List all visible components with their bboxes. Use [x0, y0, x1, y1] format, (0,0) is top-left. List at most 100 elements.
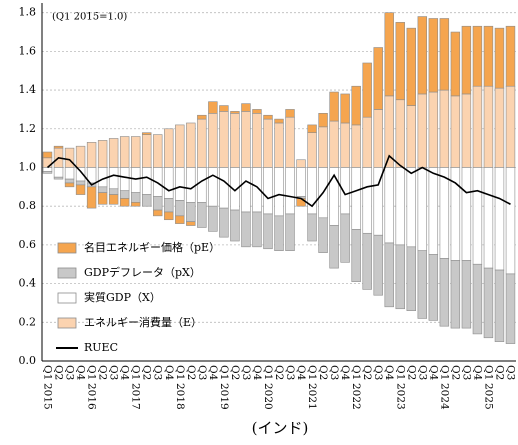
- bar-segment: [142, 134, 152, 168]
- y-tick-label: 1.6: [19, 44, 37, 57]
- legend-swatch: [57, 267, 77, 279]
- bar-segment: [130, 136, 141, 168]
- bar-segment: [230, 111, 240, 114]
- bar-segment: [384, 12, 394, 97]
- bar-segment: [318, 113, 328, 128]
- y-tick-label: 1.8: [19, 6, 37, 19]
- bar-segment: [119, 190, 130, 199]
- x-tick-label: Q3: [328, 365, 340, 380]
- bar-segment: [219, 207, 229, 238]
- bar-segment: [230, 113, 240, 168]
- bar-segment: [186, 122, 196, 168]
- bar-segment: [164, 211, 174, 221]
- bar-segment: [64, 167, 75, 180]
- x-tick-label: Q3: [64, 365, 76, 380]
- bar-segment: [53, 176, 64, 180]
- bar-segment: [285, 109, 295, 118]
- bar-segment: [42, 157, 53, 168]
- x-tick-label: Q1: [482, 365, 494, 380]
- bar-segment: [395, 22, 405, 101]
- bar-segment: [417, 16, 428, 95]
- bar-segment: [130, 167, 141, 193]
- bar-segment: [395, 167, 405, 246]
- bar-segment: [406, 246, 416, 311]
- legend-label: 名目エネルギー価格（pE）: [84, 240, 220, 254]
- bar-segment: [86, 186, 97, 209]
- x-year-label: 2015: [42, 383, 54, 410]
- bar-segment: [75, 184, 86, 195]
- bar-segment: [494, 27, 505, 89]
- bar-segment: [97, 140, 108, 168]
- x-year-label: 2023: [394, 383, 406, 410]
- bar-segment: [64, 182, 75, 188]
- bar-segment: [329, 91, 339, 122]
- x-tick-label: Q2: [493, 365, 505, 380]
- bar-segment: [108, 188, 119, 195]
- bar-segment: [296, 167, 306, 197]
- bar-segment: [53, 145, 64, 149]
- bar-segment: [417, 250, 428, 319]
- x-tick-label: Q2: [317, 365, 329, 380]
- y-tick-label: 0.4: [19, 277, 37, 290]
- bar-segment: [307, 213, 317, 242]
- y-tick-label: 0.6: [19, 238, 37, 251]
- bar-segment: [274, 118, 284, 124]
- bar-segment: [153, 134, 163, 168]
- bar-segment: [285, 213, 295, 251]
- bar-segment: [351, 167, 361, 230]
- line-series: [46, 154, 511, 208]
- bar-segment: [197, 118, 207, 168]
- bar-segment: [197, 202, 207, 228]
- bar-segment: [450, 260, 461, 329]
- x-tick-label: Q2: [229, 365, 241, 380]
- bar-segment: [461, 260, 472, 329]
- bar-segment: [439, 89, 450, 168]
- bar-segment: [219, 111, 229, 168]
- x-tick-label: Q2: [449, 365, 461, 380]
- bar-segment: [428, 167, 439, 255]
- bar-segment: [351, 229, 361, 282]
- x-year-label: 2022: [350, 383, 362, 410]
- bar-segment: [483, 267, 494, 339]
- x-tick-label: Q1: [394, 365, 406, 380]
- bar-segment: [252, 113, 262, 168]
- bar-segment: [472, 85, 483, 168]
- bar-segment: [108, 167, 119, 190]
- x-tick-label: Q4: [207, 365, 219, 381]
- bar-segment: [263, 213, 273, 250]
- y-tick-label: 1.4: [19, 83, 37, 96]
- legend-swatch: [57, 317, 77, 329]
- bar-segment: [285, 167, 295, 215]
- bar-segment: [494, 167, 505, 271]
- y-tick-label: 0.2: [19, 315, 37, 328]
- bar-segment: [296, 159, 306, 168]
- x-tick-label: Q4: [383, 365, 395, 381]
- y-tick-label: 0.0: [19, 354, 37, 367]
- x-tick-label: Q3: [504, 365, 516, 380]
- bar-segment: [175, 167, 185, 201]
- bar-segment: [307, 124, 317, 133]
- bar-segment: [75, 180, 86, 186]
- x-tick-label: Q3: [460, 365, 472, 380]
- bar-segment: [153, 196, 163, 211]
- x-tick-label: Q3: [284, 365, 296, 380]
- x-tick-label: Q2: [97, 365, 109, 380]
- bar-segment: [472, 263, 483, 335]
- bar-segment: [197, 114, 207, 120]
- bar-segment: [175, 215, 185, 224]
- bar-segment: [373, 234, 383, 296]
- bar-segment: [406, 27, 416, 106]
- bar-segment: [119, 136, 130, 168]
- x-tick-label: Q1: [86, 365, 98, 380]
- bar-segment: [406, 167, 416, 248]
- bar-segment: [175, 124, 185, 168]
- bar-segment: [472, 25, 483, 87]
- bar-segment: [384, 167, 394, 244]
- bar-segment: [142, 194, 152, 207]
- bar-segment: [351, 85, 361, 126]
- bar-segment: [208, 101, 218, 114]
- bar-segment: [97, 186, 108, 193]
- x-tick-label: Q2: [53, 365, 65, 380]
- x-year-label: 2025: [482, 383, 494, 410]
- x-tick-label: Q4: [75, 365, 87, 381]
